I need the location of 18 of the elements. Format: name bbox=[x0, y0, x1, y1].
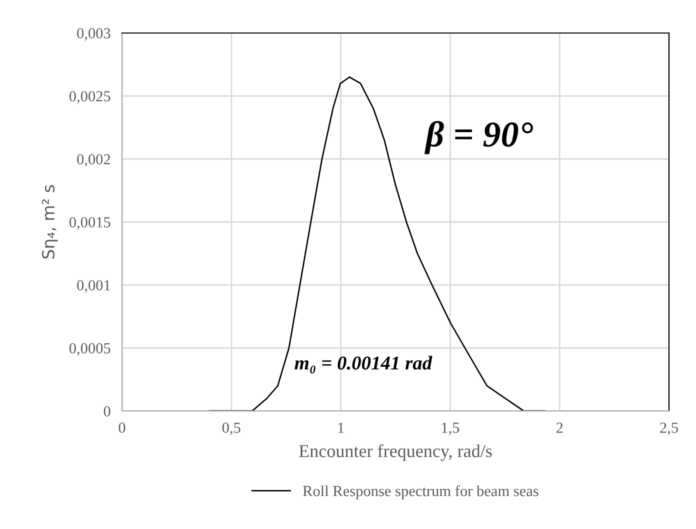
y-tick-label: 0,001 bbox=[77, 280, 110, 293]
x-tick-label: 0 bbox=[118, 422, 126, 433]
y-tick-label: 0,002 bbox=[77, 154, 110, 167]
y-tick-label: 0,003 bbox=[77, 28, 110, 41]
x-axis-title: Encounter frequency, rad/s bbox=[299, 444, 492, 461]
annotation: m₀ = 0.00141 rad bbox=[294, 356, 432, 374]
legend-label: Roll Response spectrum for beam seas bbox=[302, 485, 538, 500]
y-tick-label: 0 bbox=[104, 406, 110, 416]
x-tick-label: 0,5 bbox=[222, 422, 240, 436]
x-tick-label: 1,5 bbox=[442, 422, 460, 436]
y-axis-title: Sη₄, m² s bbox=[42, 185, 58, 259]
y-tick-label: 0,0015 bbox=[69, 217, 110, 230]
x-tick-label: 2,5 bbox=[660, 422, 678, 436]
x-tick-label: 2 bbox=[556, 422, 563, 433]
x-tick-label: 1 bbox=[338, 422, 344, 433]
annotation: β = 90° bbox=[424, 120, 534, 154]
y-tick-label: 0,0005 bbox=[69, 343, 110, 356]
y-tick-label: 0,0025 bbox=[69, 91, 110, 104]
